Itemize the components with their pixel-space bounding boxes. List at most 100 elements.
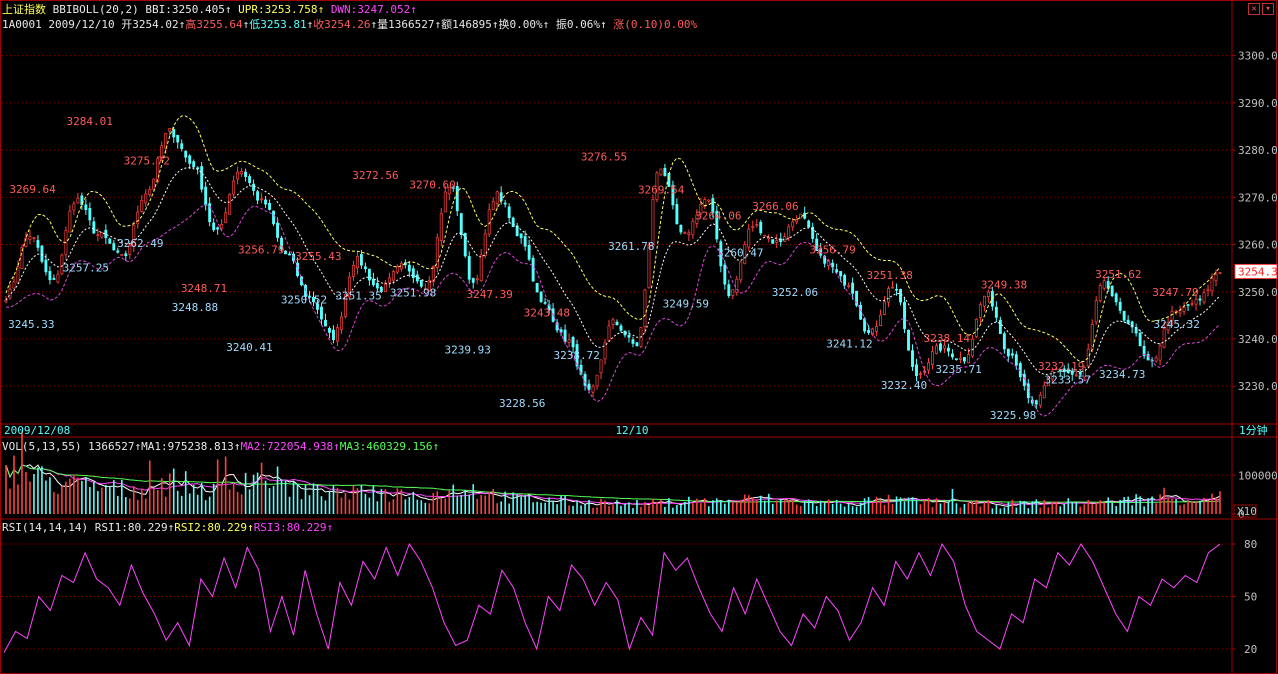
candle-body [88, 207, 92, 221]
candle-body [160, 145, 164, 161]
expand-chart-icon[interactable]: ▾ [1262, 3, 1274, 15]
low-point-label: 3250.52 [281, 293, 327, 306]
candle-body [1042, 385, 1046, 399]
candle-body [647, 245, 651, 289]
low-point-label: 3238.72 [554, 349, 600, 362]
index-code: 1A0001 [2, 18, 42, 31]
candle-body [683, 232, 687, 234]
candle-body [966, 354, 970, 364]
candle-body [168, 128, 172, 132]
vol-unit-box [1233, 504, 1257, 518]
upr-line [5, 115, 1221, 363]
candle-body [727, 284, 731, 297]
vol-value: 1366527 [88, 440, 135, 453]
price-axis-label: 3280.0 [1238, 144, 1278, 157]
low-point-label: 3225.98 [990, 409, 1036, 422]
candle-body [108, 238, 112, 244]
candle-body [775, 240, 779, 243]
close-chart-icon[interactable]: ✕ [1248, 3, 1260, 15]
candle-body [56, 273, 60, 283]
candle-body [359, 254, 363, 266]
rsi1-arrow-icon: ↑ [167, 521, 175, 534]
candle-body [140, 199, 144, 212]
rsi2-arrow-icon: ↑ [247, 521, 254, 534]
candle-body [188, 155, 192, 164]
ma3-arrow-icon: ↑ [432, 440, 440, 453]
candle-body [627, 335, 631, 338]
candle-body [192, 161, 196, 168]
high-point-label: 3232.19 [1038, 360, 1084, 373]
candle-body [104, 229, 108, 239]
candle-body [583, 373, 587, 386]
candle-body [1078, 371, 1082, 375]
candle-body [599, 359, 603, 374]
candle-body [531, 257, 535, 282]
candle-body [982, 295, 986, 307]
candle-body [455, 186, 459, 212]
high-point-label: 3247.39 [467, 288, 513, 301]
candle-body [367, 268, 371, 281]
dwn-arrow-icon: ↑ [410, 3, 417, 16]
candle-body [36, 240, 40, 248]
candle-body [407, 264, 411, 272]
candle-body [256, 191, 260, 201]
candle-body [112, 243, 116, 251]
rsi-axis-label: 50 [1244, 591, 1257, 604]
turnover-value: 换0.00% [498, 18, 543, 31]
candle-body [423, 288, 427, 291]
candle-body [260, 198, 264, 201]
vol-ma3-line [5, 464, 1221, 504]
vol-study-name: VOL(5,13,55) [2, 440, 82, 453]
change-value: 涨(0.10)0.00% [613, 18, 698, 31]
candle-body [212, 222, 216, 231]
boll-header: 上证指数 BBIBOLL(20,2) BBI:3250.405↑ UPR:325… [2, 3, 417, 16]
candle-body [791, 221, 795, 228]
candle-body [931, 351, 934, 365]
bbi-line [5, 167, 1221, 375]
candle-body [415, 274, 419, 282]
low-point-label: 3234.73 [1099, 368, 1145, 381]
candle-body [879, 314, 883, 326]
candle-body [180, 143, 184, 149]
candle-body [907, 329, 910, 351]
candle-body [511, 217, 515, 227]
low-point-label: 3241.12 [826, 338, 872, 351]
candle-body [998, 319, 1002, 334]
vol-ma1-line [5, 464, 1221, 507]
candle-body [739, 261, 743, 281]
vol-axis-label: 0 [1238, 508, 1245, 521]
candle-body [395, 266, 399, 273]
candle-body [1214, 273, 1218, 282]
candle-body [962, 357, 966, 362]
candle-body [1178, 310, 1182, 314]
candle-body [48, 271, 52, 281]
candle-body [767, 237, 771, 240]
bbi-value: BBI:3250.405 [145, 3, 225, 16]
candle-body [495, 191, 499, 204]
low-point-label: 3239.93 [444, 343, 490, 356]
candle-body [1082, 366, 1086, 378]
rsi-axis-label: 20 [1244, 643, 1257, 656]
candle-body [950, 353, 954, 358]
candle-body [288, 253, 291, 256]
candle-body [1202, 292, 1206, 303]
candle-body [272, 210, 276, 225]
vol-unit-label: X10 [1237, 505, 1257, 518]
low-point-label: 3232.40 [881, 379, 927, 392]
candle-body [691, 220, 695, 236]
rsi-axis-label: 80 [1244, 538, 1257, 551]
candle-body [220, 224, 224, 229]
candle-body [779, 238, 783, 242]
candle-body [579, 364, 583, 375]
low-value: 低3253.81 [249, 18, 307, 31]
candle-body [783, 236, 787, 242]
candle-body [703, 199, 707, 207]
candle-body [204, 186, 208, 206]
low-point-label: 3251.98 [390, 286, 436, 299]
candle-body [383, 282, 387, 293]
candle-body [328, 327, 331, 333]
candle-body [1074, 374, 1078, 377]
candle-body [12, 281, 16, 289]
